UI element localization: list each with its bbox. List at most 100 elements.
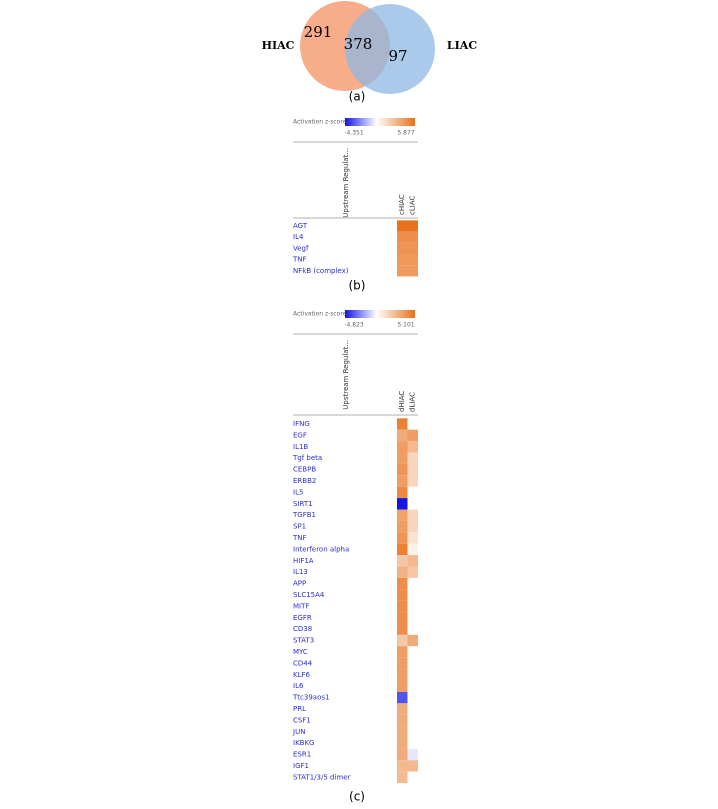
- heatmap-cell: [397, 737, 408, 749]
- heatmap-cell: [407, 771, 418, 784]
- heatmap-cell: [407, 231, 418, 243]
- row-label: NFkB (complex): [293, 267, 349, 275]
- legend-max: 5.877: [397, 130, 414, 137]
- row-label: ERBB2: [293, 477, 316, 485]
- heatmap-cell: [397, 771, 408, 784]
- heatmap-cell: [397, 669, 408, 681]
- heatmap-cell: [407, 242, 418, 254]
- heatmap-cell: [397, 486, 408, 499]
- row-label: IL6: [293, 682, 304, 690]
- row-label: TNF: [292, 256, 307, 264]
- heatmap-cell: [397, 555, 408, 567]
- row-label: STAT1/3/5 dimer: [293, 773, 351, 781]
- heatmap-cell: [397, 646, 408, 658]
- heatmap-cell: [407, 254, 418, 266]
- heatmap-cell: [407, 748, 418, 761]
- row-header: Upstream Regulat...: [342, 340, 350, 410]
- row-label: APP: [293, 580, 306, 588]
- heatmap-cell: [407, 657, 418, 670]
- heatmap-cell: [407, 498, 418, 510]
- heatmap-cell: [407, 509, 418, 521]
- heatmap-cell: [397, 441, 408, 453]
- heatmap-cell: [397, 532, 408, 544]
- heatmap-cell: [407, 669, 418, 681]
- heatmap-cell: [407, 429, 418, 442]
- heatmap-cell: [397, 520, 408, 533]
- heatmap-cell: [397, 543, 408, 556]
- row-label: TNF: [292, 534, 307, 542]
- heatmap-cell: [397, 589, 408, 601]
- row-label: IL5: [293, 488, 303, 496]
- heatmap-cell: [397, 429, 408, 442]
- heatmap-cell: [397, 242, 408, 254]
- column-header: cLIAC: [409, 196, 417, 215]
- legend-gradient: [345, 310, 415, 318]
- legend-min: -4.351: [344, 130, 364, 137]
- heatmap-cell: [397, 265, 408, 277]
- heatmap-cell: [397, 254, 408, 266]
- row-label: SIRT1: [293, 500, 313, 508]
- heatmap-cell: [397, 231, 408, 243]
- heatmap-cell: [397, 498, 408, 510]
- legend-gradient: [345, 118, 415, 126]
- heatmap-cell: [397, 623, 408, 635]
- heatmap-cell: [407, 714, 418, 727]
- heatmap-cell: [397, 566, 408, 578]
- heatmap-cell: [407, 737, 418, 749]
- row-label: SP1: [293, 523, 306, 531]
- heatmap-cell: [407, 265, 418, 277]
- heatmap-cell: [407, 452, 418, 464]
- heatmap-cell: [407, 463, 418, 476]
- row-label: EGF: [293, 431, 307, 439]
- heatmap-cell: [407, 646, 418, 658]
- heatmap-cell: [407, 589, 418, 601]
- heatmap-cell: [397, 657, 408, 670]
- row-label: IL4: [293, 233, 304, 241]
- row-label: SLC15A4: [293, 591, 325, 599]
- heatmap-cell: [397, 726, 408, 738]
- row-label: STAT3: [293, 637, 314, 645]
- row-label: Vegf: [293, 244, 309, 252]
- legend-max: 5.101: [397, 322, 414, 329]
- heatmap-cell: [407, 566, 418, 578]
- heatmap-cell: [397, 509, 408, 521]
- heatmap-cell: [407, 612, 418, 624]
- venn-count: 291: [304, 23, 333, 41]
- heatmap-cell: [397, 452, 408, 464]
- heatmap-cell: [397, 634, 408, 647]
- row-label: IL13: [293, 568, 308, 576]
- heatmap-cell: [407, 623, 418, 635]
- heatmap-cell: [407, 543, 418, 556]
- row-label: IFNG: [293, 420, 310, 428]
- row-label: TGFB1: [292, 511, 316, 519]
- row-label: JUN: [292, 728, 305, 736]
- heatmap-cell: [407, 520, 418, 533]
- row-label: HIF1A: [293, 557, 314, 565]
- heatmap-cell: [397, 748, 408, 761]
- heatmap-cell: [397, 703, 408, 715]
- heatmap-cell: [397, 714, 408, 727]
- heatmap-cell: [407, 600, 418, 613]
- heatmap-cell: [397, 680, 408, 692]
- heatmap-cell: [407, 726, 418, 738]
- row-label: CD44: [293, 659, 313, 667]
- caption: (a): [349, 90, 366, 104]
- heatmap-cell: [397, 418, 408, 430]
- heatmap-cell: [407, 475, 418, 487]
- row-label: IGF1: [293, 762, 309, 770]
- venn-count: 378: [344, 35, 373, 53]
- row-label: CD38: [293, 625, 312, 633]
- caption: (b): [349, 279, 366, 293]
- heatmap-cell: [407, 486, 418, 499]
- heatmap-cell: [397, 475, 408, 487]
- row-label: MITF: [293, 602, 309, 610]
- column-header: cHIAC: [398, 194, 406, 215]
- heatmap-cell: [407, 691, 418, 704]
- row-label: EGFR: [293, 614, 312, 622]
- legend-min: -4.823: [344, 322, 364, 329]
- heatmap-cell: [407, 680, 418, 692]
- caption: (c): [349, 790, 365, 804]
- venn-right-label: LIAC: [447, 39, 477, 52]
- row-label: Ttc39aos1: [292, 694, 329, 702]
